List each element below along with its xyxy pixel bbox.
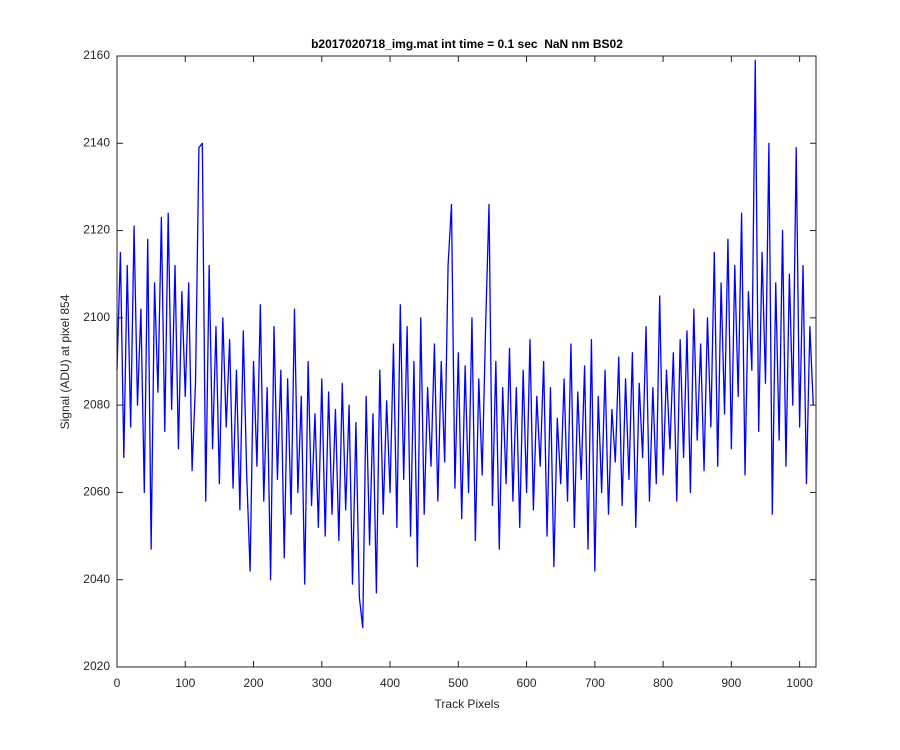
x-tick-label: 1000: [786, 676, 813, 690]
x-tick-label: 800: [653, 676, 673, 690]
x-tick-label: 0: [114, 676, 121, 690]
x-tick-label: 300: [312, 676, 332, 690]
y-tick-label: 2120: [83, 223, 110, 237]
x-tick-label: 200: [244, 676, 264, 690]
x-axis-label: Track Pixels: [435, 697, 500, 711]
axes-box: [116, 55, 817, 668]
x-tick-label: 100: [175, 676, 195, 690]
x-tick-label: 600: [517, 676, 537, 690]
chart-title: b2017020718_img.mat int time = 0.1 sec N…: [311, 37, 623, 51]
y-tick-label: 2060: [83, 485, 110, 499]
y-tick-label: 2160: [83, 48, 110, 62]
x-tick-label: 900: [721, 676, 741, 690]
y-tick-label: 2020: [83, 659, 110, 673]
y-axis-label: Signal (ADU) at pixel 854: [58, 294, 72, 429]
y-tick-label: 2080: [83, 397, 110, 411]
x-tick-label: 700: [585, 676, 605, 690]
x-tick-label: 400: [380, 676, 400, 690]
y-tick-label: 2100: [83, 310, 110, 324]
x-tick-label: 500: [448, 676, 468, 690]
y-tick-label: 2040: [83, 572, 110, 586]
data-line: [116, 59, 814, 629]
y-tick-label: 2140: [83, 135, 110, 149]
